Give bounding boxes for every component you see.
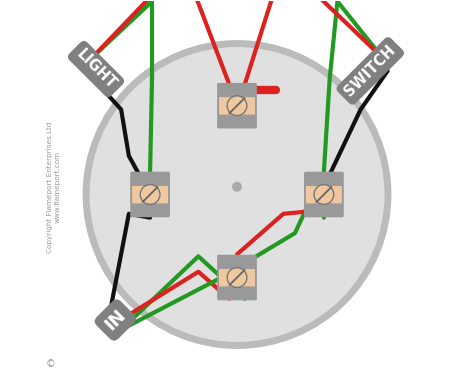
- Text: Copyright Flameport Enterprises Ltd
www.flameport.com: Copyright Flameport Enterprises Ltd www.…: [47, 121, 60, 252]
- Circle shape: [83, 41, 391, 348]
- Circle shape: [140, 185, 160, 204]
- FancyBboxPatch shape: [217, 255, 257, 300]
- FancyBboxPatch shape: [219, 286, 255, 297]
- Text: LIGHT: LIGHT: [73, 46, 119, 92]
- FancyBboxPatch shape: [132, 203, 168, 214]
- Circle shape: [227, 96, 247, 116]
- Text: IN: IN: [101, 306, 129, 334]
- FancyBboxPatch shape: [306, 175, 342, 186]
- Circle shape: [233, 182, 241, 191]
- FancyBboxPatch shape: [306, 179, 342, 210]
- FancyBboxPatch shape: [306, 203, 342, 214]
- Circle shape: [227, 268, 247, 287]
- Text: ©: ©: [46, 359, 56, 370]
- FancyBboxPatch shape: [132, 175, 168, 186]
- FancyBboxPatch shape: [217, 83, 257, 128]
- FancyBboxPatch shape: [219, 263, 255, 293]
- FancyBboxPatch shape: [219, 258, 255, 269]
- FancyBboxPatch shape: [219, 114, 255, 125]
- Circle shape: [314, 185, 334, 204]
- Text: SWITCH: SWITCH: [342, 42, 399, 99]
- FancyBboxPatch shape: [219, 86, 255, 97]
- FancyBboxPatch shape: [219, 91, 255, 121]
- Circle shape: [90, 48, 384, 341]
- FancyBboxPatch shape: [132, 179, 168, 210]
- FancyBboxPatch shape: [130, 172, 170, 217]
- FancyBboxPatch shape: [304, 172, 344, 217]
